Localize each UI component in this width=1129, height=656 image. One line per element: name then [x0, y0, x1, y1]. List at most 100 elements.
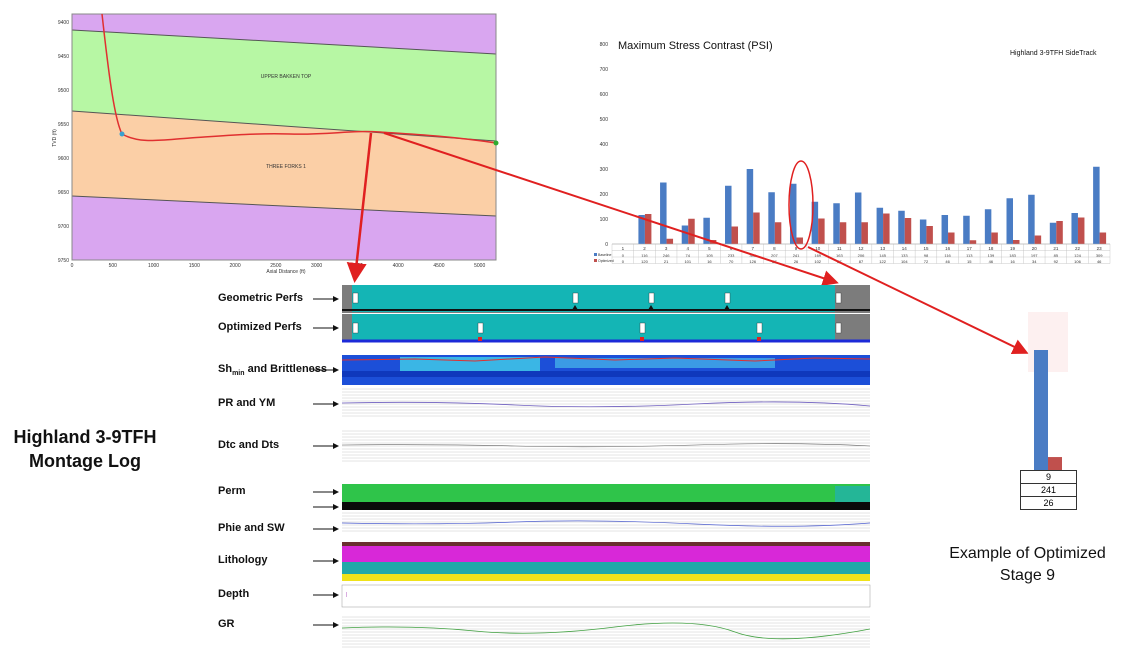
y-tick-label: 700 [600, 67, 609, 73]
bar-optimized [1056, 221, 1063, 244]
x-tick-label: 13 [880, 246, 886, 251]
data-label: 85 [1054, 253, 1059, 258]
y-tick-label: 0 [605, 242, 608, 248]
data-label: 246 [663, 253, 670, 258]
x-tick-label: 2000 [230, 263, 241, 269]
data-label: 300 [749, 253, 756, 258]
y-tick-label: 9450 [58, 54, 69, 60]
y-tick-label: 100 [600, 217, 609, 223]
depth-track: — [341, 584, 871, 608]
y-tick-label: 9400 [58, 20, 69, 26]
chart-subtitle: Highland 3-9TFH SideTrack [1010, 50, 1097, 57]
y-tick-label: 200 [600, 192, 609, 198]
x-tick-label: 1 [622, 246, 625, 251]
x-tick-label: 4000 [393, 263, 404, 269]
data-label: 116 [641, 253, 648, 258]
bar-baseline [876, 207, 884, 244]
y-tick-label: 9700 [58, 224, 69, 230]
montage-log: — Geometric Perfs Optimized Perfs Shmin an… [215, 283, 875, 651]
bar-baseline [919, 219, 927, 244]
upper-zone-label: UPPER BAKKEN TOP [261, 74, 312, 80]
x-tick-label: 14 [902, 246, 908, 251]
bar-optimized [688, 218, 695, 244]
x-tick-label: 20 [1032, 246, 1038, 251]
legend-label: Optimized [598, 259, 614, 263]
track-label-perm: Perm [218, 485, 246, 497]
stage-caption-line1: Example of Optimized [949, 545, 1106, 562]
data-label: 120 [641, 259, 648, 264]
track-label-depth: Depth [218, 588, 250, 600]
bar-chart-svg: 0100200300400500600700800100211612032462… [594, 42, 1111, 264]
track-label-gr: GR [218, 618, 235, 630]
bar-baseline [746, 169, 754, 244]
y-tick-label: 800 [600, 42, 609, 48]
montage-title: Highland 3-9TFH Montage Log [0, 425, 170, 473]
y-tick-label: 9650 [58, 190, 69, 196]
perm-track [342, 484, 870, 510]
bar-baseline [1093, 166, 1100, 244]
x-tick-label: 2500 [270, 263, 281, 269]
bar-optimized [644, 214, 652, 244]
y-tick-label: 9550 [58, 122, 69, 128]
x-tick-label: 5 [708, 246, 711, 251]
montage-svg: — [313, 285, 871, 648]
bar-baseline [984, 209, 992, 244]
x-tick-label: 500 [109, 263, 118, 269]
y-tick-label: 300 [600, 167, 609, 173]
bar-optimized [1077, 217, 1085, 244]
x-tick-label: 12 [858, 246, 864, 251]
bar-baseline [1071, 213, 1078, 244]
data-label: 87 [859, 259, 864, 264]
data-label: 16 [1010, 259, 1015, 264]
bar-optimized [774, 222, 782, 244]
x-tick-label: 18 [988, 246, 994, 251]
bar-optimized [969, 240, 977, 244]
stage-optimized-bar [1048, 457, 1062, 470]
x-tick-label: 5000 [474, 263, 485, 269]
x-tick-label: 21 [1053, 246, 1059, 251]
x-tick-label: 16 [945, 246, 951, 251]
bar-baseline [725, 185, 732, 244]
data-label: 92 [1054, 259, 1059, 264]
stage-value-cell: 241 [1020, 483, 1077, 497]
x-tick-label: 11 [837, 246, 842, 251]
x-tick-label: 4 [687, 246, 690, 251]
data-label: 139 [988, 253, 995, 258]
track-label-dtc-and-dts: Dtc and Dts [218, 439, 280, 451]
x-tick-label: 10 [815, 246, 821, 251]
bar-baseline [768, 192, 775, 244]
bar-baseline [638, 215, 645, 244]
bar-optimized [666, 238, 674, 244]
bar-baseline [703, 217, 710, 244]
data-label: 126 [749, 259, 756, 264]
legend-label: Baseline [598, 253, 611, 257]
bar-optimized [731, 226, 739, 244]
x-tick-label: 6 [730, 246, 733, 251]
bar-optimized [1012, 240, 1020, 244]
y-tick-label: 9750 [58, 258, 69, 264]
bar-baseline [854, 192, 862, 244]
bar-optimized [839, 222, 847, 244]
data-label: 74 [686, 253, 691, 258]
y-axis-label: TVD (ft) [52, 129, 58, 147]
bar-baseline [898, 210, 905, 244]
cross-section-panel: 9400 9450 9500 9550 9600 9650 9700 9750 0 500 100… [50, 8, 502, 276]
data-label: 87 [837, 259, 842, 264]
track-label-optimized-perfs: Optimized Perfs [218, 321, 302, 333]
bar-baseline [1049, 222, 1057, 244]
y-tick-label: 9500 [58, 88, 69, 94]
bar-optimized [796, 237, 803, 244]
data-label: 116 [944, 253, 951, 258]
data-label: 169 [814, 253, 821, 258]
bar-optimized [818, 218, 825, 244]
lithology-track [342, 542, 870, 581]
data-label: 145 [879, 253, 886, 258]
data-label: 34 [1032, 259, 1037, 264]
bar-baseline [833, 203, 840, 244]
stage-example: 9 241 26 [1010, 310, 1120, 610]
stage-value-cell: 9 [1020, 470, 1077, 484]
stage-value-cell: 26 [1020, 496, 1077, 510]
y-tick-label: 500 [600, 117, 609, 123]
x-tick-label: 3000 [311, 263, 322, 269]
montage-title-line1: Highland 3-9TFH [13, 427, 157, 447]
